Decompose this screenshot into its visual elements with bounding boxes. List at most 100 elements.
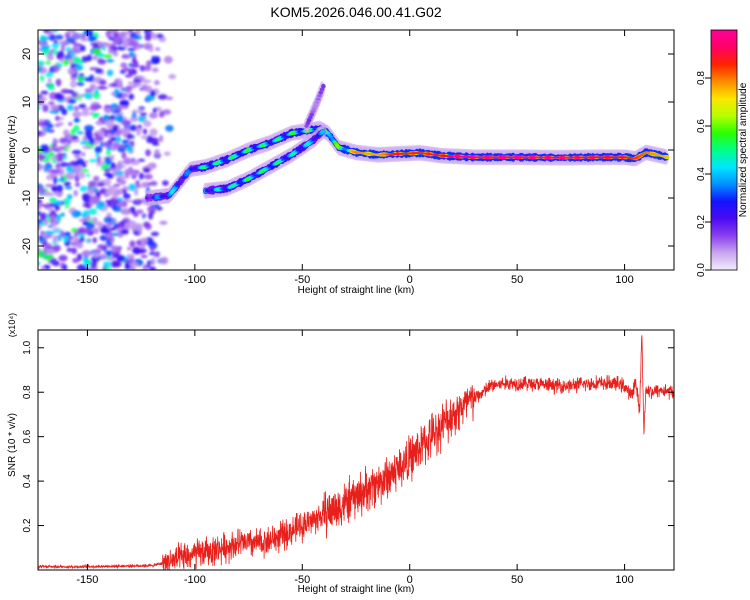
noise-blob	[45, 165, 51, 169]
noise-blob	[56, 152, 65, 161]
noise-blob	[108, 49, 115, 55]
noise-blob	[99, 226, 109, 234]
noise-blob	[104, 104, 110, 110]
noise-blob	[143, 120, 152, 128]
noise-blob	[64, 231, 72, 236]
noise-blob	[70, 240, 79, 247]
x-tick-label: 50	[511, 574, 523, 586]
noise-blob	[137, 158, 145, 162]
noise-blob	[139, 112, 147, 117]
noise-blob	[76, 264, 87, 270]
noise-blob	[71, 149, 82, 155]
snr-xlabel: Height of straight line (km)	[298, 584, 415, 595]
noise-blob	[38, 60, 45, 66]
noise-blob	[71, 247, 77, 255]
x-tick-label: 50	[511, 274, 523, 286]
noise-blob	[45, 60, 51, 65]
noise-blob	[44, 248, 55, 255]
noise-blob	[68, 98, 77, 104]
noise-blob	[48, 101, 55, 106]
noise-blob	[83, 91, 93, 100]
noise-blob	[124, 263, 131, 270]
noise-blob	[53, 64, 59, 70]
noise-blob	[38, 210, 42, 216]
noise-blob	[55, 200, 62, 206]
noise-blob	[123, 67, 131, 72]
noise-blob	[107, 222, 114, 226]
noise-blob	[92, 112, 101, 118]
noise-blob	[106, 133, 112, 137]
noise-blob	[102, 261, 113, 267]
noise-blob	[110, 136, 118, 142]
noise-blob	[56, 51, 65, 59]
noise-blob	[98, 42, 109, 46]
noise-blob	[158, 110, 165, 118]
noise-blob	[113, 50, 119, 57]
noise-blob	[52, 244, 61, 252]
figure-title: KOM5.2026.046.00.41.G02	[270, 4, 441, 20]
noise-blob	[65, 172, 75, 180]
noise-blob	[106, 69, 114, 77]
noise-blob	[111, 109, 121, 114]
noise-blob	[165, 96, 173, 101]
noise-blob	[149, 90, 156, 97]
noise-blob	[77, 171, 86, 179]
noise-blob	[97, 58, 107, 65]
noise-blob	[168, 74, 177, 80]
spectrogram-ylabel: Frequency (Hz)	[7, 116, 18, 185]
noise-blob	[50, 222, 58, 227]
noise-blob	[119, 179, 127, 185]
noise-blob	[57, 146, 65, 150]
noise-blob	[81, 110, 90, 117]
noise-blob	[102, 141, 112, 148]
noise-blob	[92, 78, 99, 83]
colorbar-tick-label: 0.4	[696, 167, 707, 181]
x-tick-label: -100	[184, 574, 206, 586]
noise-blob	[128, 93, 135, 100]
track-core	[314, 101, 320, 104]
noise-blob	[150, 137, 159, 145]
noise-blob	[143, 173, 153, 180]
noise-blob	[47, 77, 52, 84]
noise-blob	[42, 204, 50, 208]
noise-blob	[160, 256, 169, 265]
noise-blob	[141, 84, 148, 91]
track-peak	[665, 156, 670, 159]
noise-blob	[51, 143, 58, 151]
noise-blob	[141, 213, 147, 218]
noise-blob	[155, 47, 161, 51]
noise-blob	[80, 33, 86, 40]
noise-blob	[90, 42, 99, 47]
noise-blob	[137, 115, 147, 123]
noise-blob	[126, 133, 132, 140]
noise-blob	[66, 104, 74, 111]
noise-blob	[149, 128, 158, 137]
noise-blob	[74, 182, 81, 187]
noise-blob	[102, 47, 107, 51]
noise-blob	[138, 172, 145, 180]
noise-blob	[84, 129, 93, 138]
noise-blob	[56, 121, 65, 127]
noise-blob	[59, 137, 67, 144]
noise-blob	[104, 119, 115, 127]
noise-blob	[51, 159, 58, 164]
noise-blob	[42, 104, 49, 113]
noise-blob	[86, 222, 94, 230]
noise-blob	[97, 52, 105, 58]
noise-blob	[40, 265, 46, 270]
noise-blob	[77, 234, 86, 238]
noise-blob	[38, 250, 45, 259]
noise-blob	[134, 199, 145, 203]
noise-blob	[78, 103, 87, 109]
noise-blob	[124, 74, 133, 78]
noise-blob	[38, 105, 41, 111]
noise-blob	[89, 201, 94, 207]
noise-blob	[110, 103, 119, 109]
track-core	[313, 104, 318, 107]
noise-blob	[112, 141, 121, 149]
snr-series-line	[38, 335, 674, 570]
noise-blob	[116, 175, 126, 180]
y-tick-label: -20	[21, 238, 33, 254]
noise-blob	[61, 161, 66, 168]
noise-blob	[60, 44, 66, 52]
